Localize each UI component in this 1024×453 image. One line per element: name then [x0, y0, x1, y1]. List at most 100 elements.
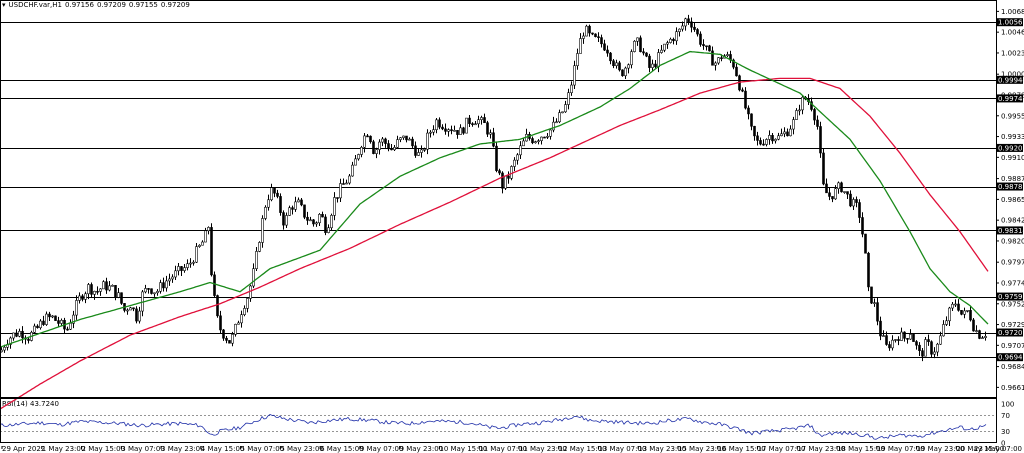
- candle-body: [234, 323, 237, 335]
- symbol-label: USDCHF.var,H1: [8, 1, 63, 9]
- rsi-label: RSI(14): [2, 400, 28, 408]
- candle-body: [162, 282, 165, 289]
- candle-body: [114, 285, 117, 298]
- candle-body: [885, 335, 888, 345]
- candle-body: [594, 33, 597, 37]
- candle-body: [699, 33, 702, 45]
- candle-body: [573, 65, 576, 86]
- x-tick-label: 16 May 15:00: [718, 445, 766, 453]
- candle-body: [705, 45, 708, 48]
- x-tick-label: 13 May 07:00: [598, 445, 646, 453]
- main-frame: [0, 0, 997, 399]
- x-tick-label: 5 May 23:00: [280, 445, 324, 453]
- candle-body: [651, 63, 654, 68]
- candle-body: [300, 199, 303, 206]
- candle-body: [753, 125, 756, 137]
- candle-body: [399, 137, 402, 140]
- rsi-header: RSI(14) 43.7240: [2, 400, 59, 408]
- candle-body: [387, 143, 390, 150]
- candle-body: [747, 107, 750, 115]
- candle-body: [780, 133, 783, 137]
- candle-body: [543, 136, 546, 139]
- rsi-plot-area[interactable]: [0, 414, 996, 440]
- candle-body: [153, 292, 156, 295]
- candle-body: [87, 284, 90, 295]
- x-tick-label: 23 May 07:00: [974, 445, 1022, 453]
- candle-body: [168, 278, 171, 282]
- candle-body: [165, 280, 168, 289]
- candle-body: [9, 337, 12, 345]
- candle-body: [612, 60, 615, 67]
- candle-body: [681, 25, 684, 30]
- candle-body: [276, 192, 279, 197]
- level-price-tag: [997, 328, 1023, 337]
- candle-body: [762, 143, 765, 146]
- level-price-tag: [997, 143, 1023, 152]
- x-tick-label: 12 May 15:00: [559, 445, 607, 453]
- candle-body: [726, 54, 729, 57]
- x-tick-label: 17 May 23:00: [797, 445, 845, 453]
- candle-body: [318, 214, 321, 224]
- candle-body: [90, 284, 93, 295]
- candle-body: [48, 313, 51, 318]
- candle-body: [465, 117, 468, 134]
- candle-body: [381, 138, 384, 143]
- x-tick-label: 19 May 23:00: [916, 445, 964, 453]
- candle-body: [888, 344, 891, 349]
- candle-body: [393, 147, 396, 151]
- candle-body: [843, 191, 846, 193]
- y-tick-label: 1.00685: [1001, 8, 1024, 16]
- candle-body: [72, 314, 75, 324]
- candle-body: [561, 111, 564, 114]
- candle-body: [366, 135, 369, 138]
- candle-body: [687, 18, 690, 23]
- candle-body: [21, 330, 24, 339]
- candle-body: [630, 51, 633, 66]
- candle-body: [105, 281, 108, 291]
- candle-body: [510, 166, 513, 179]
- candle-body: [777, 135, 780, 140]
- candle-body: [117, 292, 120, 298]
- x-tick-label: 11 May 23:00: [519, 445, 567, 453]
- candle-body: [243, 308, 246, 315]
- candle-body: [183, 267, 186, 271]
- candle-body: [495, 145, 498, 171]
- candle-body: [642, 51, 645, 54]
- x-tick-label: 15 May 23:00: [678, 445, 726, 453]
- x-tick-label: 20 May 15:00: [956, 445, 1004, 453]
- candle-body: [237, 322, 240, 325]
- candle-body: [675, 31, 678, 42]
- candle-body: [255, 251, 258, 269]
- y-tick-label: 0.97745: [1001, 279, 1024, 287]
- candle-body: [690, 21, 693, 28]
- candle-body: [702, 44, 705, 47]
- level-price-tag: [997, 226, 1023, 235]
- candle-body: [756, 135, 759, 141]
- candle-body: [732, 59, 735, 68]
- candle-body: [132, 307, 135, 310]
- candle-body: [504, 175, 507, 189]
- rsi-tick-label: 100: [1001, 401, 1014, 409]
- symbol-dropdown-icon[interactable]: ▾: [2, 1, 6, 9]
- candle-body: [453, 130, 456, 132]
- level-price-tag-label: 0.97598: [998, 293, 1024, 301]
- candle-body: [783, 131, 786, 135]
- candle-body: [216, 295, 219, 317]
- candle-body: [627, 64, 630, 69]
- level-price-tag-label: 0.96942: [998, 354, 1024, 362]
- candle-body: [678, 28, 681, 33]
- y-tick-label: 1.00235: [1001, 49, 1024, 57]
- candle-body: [948, 307, 951, 322]
- x-tick-label: 18 May 15:00: [837, 445, 885, 453]
- candle-body: [768, 135, 771, 140]
- candle-body: [486, 122, 489, 135]
- candle-body: [924, 339, 927, 357]
- candle-body: [900, 331, 903, 341]
- main-plot-area[interactable]: [0, 14, 996, 410]
- level-price-tag: [997, 182, 1023, 191]
- candle-body: [54, 315, 57, 321]
- candle-body: [801, 96, 804, 111]
- candle-body: [657, 52, 660, 68]
- close-value: 0.97209: [160, 1, 190, 9]
